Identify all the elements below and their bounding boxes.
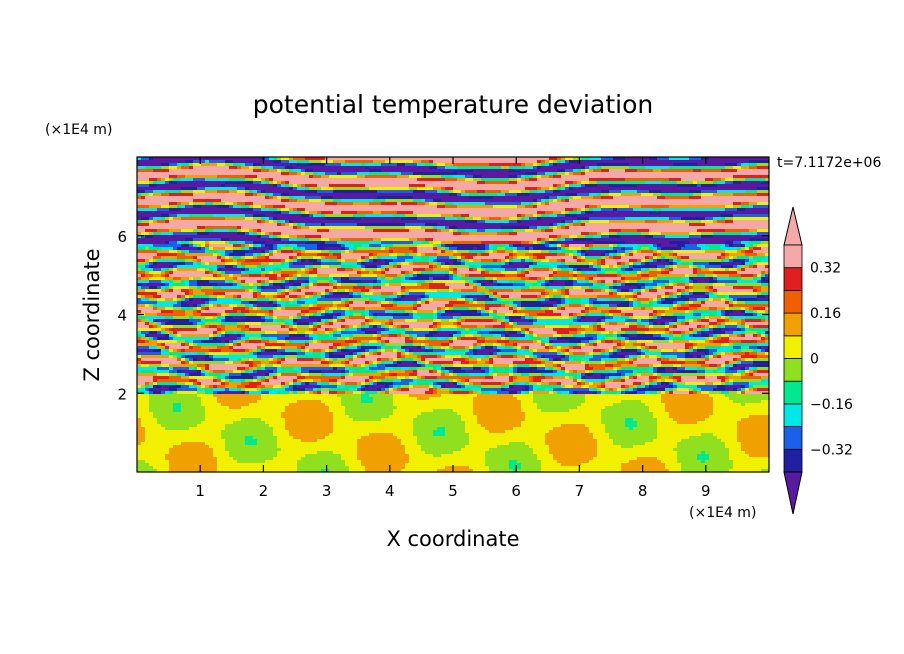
chart-title: potential temperature deviation xyxy=(253,90,653,119)
x-axis-title: X coordinate xyxy=(386,527,519,551)
colorbar-segment xyxy=(784,313,802,336)
colorbar-label: −0.16 xyxy=(810,397,853,413)
colorbar-segment xyxy=(784,427,802,450)
y-tick-label: 6 xyxy=(117,228,127,246)
x-tick-label: 2 xyxy=(259,482,269,500)
colorbar-segment xyxy=(784,245,802,268)
contour-field xyxy=(137,157,770,473)
colorbar-label: −0.32 xyxy=(810,442,853,458)
colorbar-segment xyxy=(784,359,802,382)
colorbar-label: 0.32 xyxy=(810,261,841,277)
x-tick-label: 3 xyxy=(322,482,332,500)
x-tick-label: 7 xyxy=(575,482,585,500)
x-tick-label: 5 xyxy=(448,482,458,500)
x-tick-label: 8 xyxy=(638,482,648,500)
colorbar-segment xyxy=(784,268,802,291)
x-tick-label: 4 xyxy=(385,482,395,500)
x-tick-label: 6 xyxy=(511,482,521,500)
y-tick-label: 4 xyxy=(117,307,127,325)
colorbar-segment xyxy=(784,381,802,404)
colorbar-segment xyxy=(784,336,802,359)
colorbar-segment xyxy=(784,290,802,313)
colorbar-label: 0 xyxy=(810,352,819,368)
colorbar-extend-min xyxy=(784,472,802,514)
x-unit-label: (×1E4 m) xyxy=(689,505,756,521)
x-tick-label: 1 xyxy=(195,482,205,500)
colorbar-segment xyxy=(784,449,802,472)
time-label: t=7.1172e+06 xyxy=(777,155,881,171)
y-unit-label: (×1E4 m) xyxy=(45,122,112,138)
colorbar: 0.32 0.16 0 −0.16 −0.32 xyxy=(784,207,853,514)
y-axis-title: Z coordinate xyxy=(80,248,104,381)
colorbar-label: 0.16 xyxy=(810,306,841,322)
x-tick-label: 9 xyxy=(701,482,711,500)
colorbar-segment xyxy=(784,404,802,427)
y-tick-label: 2 xyxy=(117,385,127,403)
colorbar-extend-max xyxy=(784,207,802,245)
